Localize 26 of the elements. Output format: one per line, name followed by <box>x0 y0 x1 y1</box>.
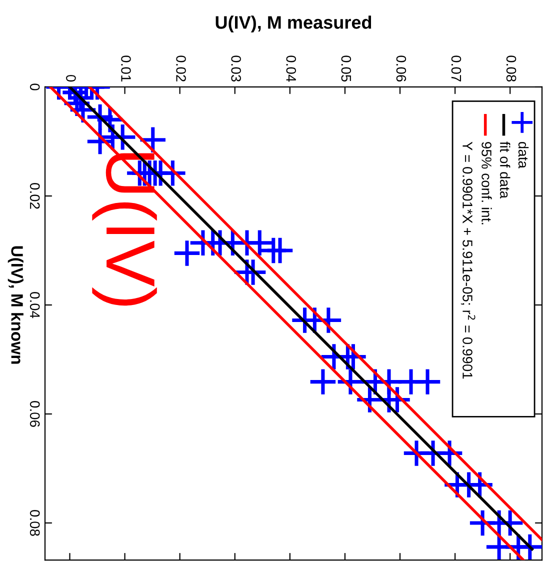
point <box>414 369 440 394</box>
x-tick-label: 0.03 <box>231 56 241 82</box>
y-tick-label: 0 <box>30 84 40 90</box>
y-axis-title: U(IV), M known <box>8 246 24 364</box>
x-tick-label: 0.06 <box>396 56 406 82</box>
annotation: Y = 0.9901*X + 5.911e-05; r$^{2}$ = 0.9901 <box>460 142 476 379</box>
y-tick-label: 0.08 <box>30 510 40 536</box>
legend-label: 95% conf. int. <box>482 142 492 224</box>
legend-label: fit of data <box>500 142 510 199</box>
x-tick-label: 0 <box>66 74 76 82</box>
y-tick-label: 0.04 <box>30 292 40 318</box>
x-tick-label: 0.08 <box>506 56 516 82</box>
point <box>267 238 293 264</box>
y-tick-label: 0.02 <box>30 183 40 209</box>
legend-label: data <box>518 142 529 168</box>
x-tick-label: 0.07 <box>451 56 462 82</box>
x-tick-label: 0.02 <box>176 56 186 82</box>
annotation: U(IV) <box>92 153 157 306</box>
x-axis-title: U(IV), M measured <box>216 16 372 32</box>
x-tick-label: 0.05 <box>341 56 352 82</box>
x-tick-label: 0.01 <box>121 56 131 82</box>
y-tick-label: 0.06 <box>30 400 40 427</box>
x-tick-label: 0.04 <box>286 56 296 82</box>
point <box>247 230 272 256</box>
point <box>174 240 200 266</box>
point <box>310 369 336 394</box>
